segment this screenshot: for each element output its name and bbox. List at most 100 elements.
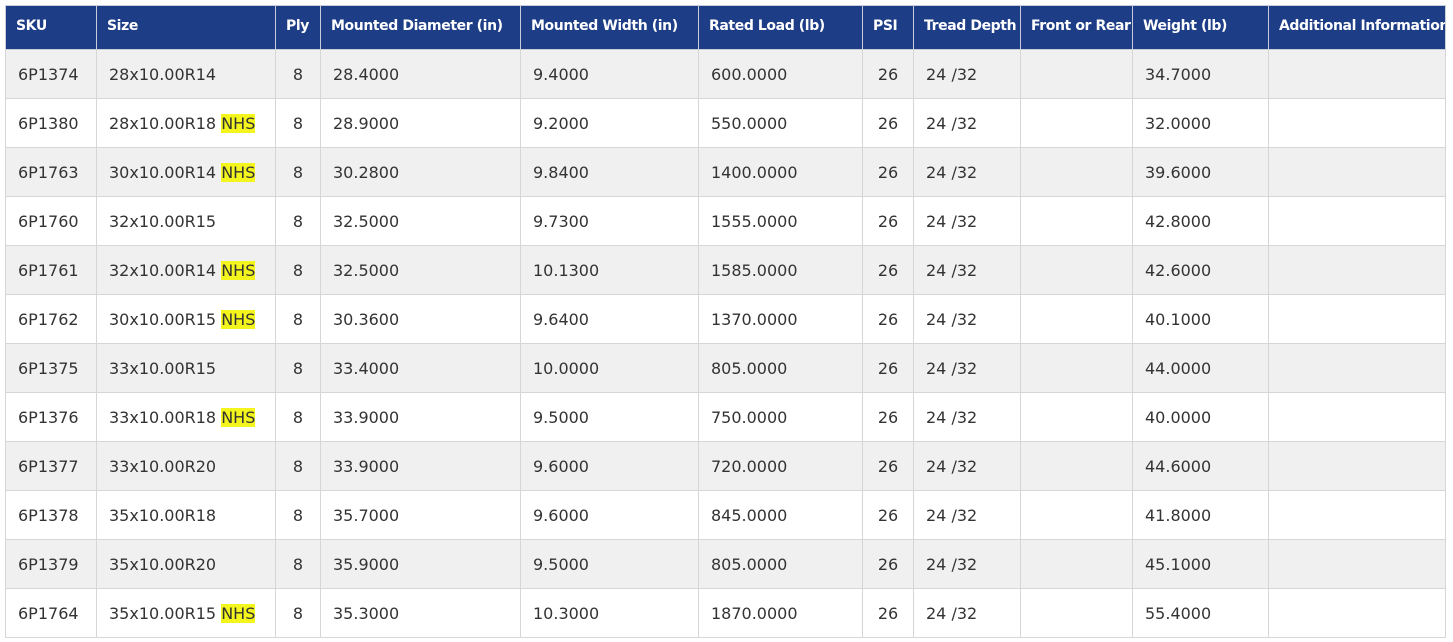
cell: 35x10.00R18 xyxy=(96,490,276,540)
highlight-tag: NHS xyxy=(221,113,256,133)
size-text: 32x10.00R15 xyxy=(109,211,217,231)
cell: 1555.0000 xyxy=(698,196,863,246)
cell: 35x10.00R15 NHS xyxy=(96,588,276,638)
cell: 24 /32 xyxy=(913,441,1021,491)
cell: 6P1764 xyxy=(5,588,97,638)
cell: 8 xyxy=(275,294,321,344)
cell: 6P1760 xyxy=(5,196,97,246)
cell: 26 xyxy=(862,392,914,442)
cell: 6P1375 xyxy=(5,343,97,393)
cell: 30x10.00R14 NHS xyxy=(96,147,276,197)
table-row: 6P1377 33x10.00R20 8 33.9000 9.6000 720.0000 2… xyxy=(5,441,1446,491)
cell: 1400.0000 xyxy=(698,147,863,197)
cell: 40.1000 xyxy=(1132,294,1269,344)
table-row: 6P1374 28x10.00R14 8 28.4000 9.4000 600.0000 2… xyxy=(5,49,1446,99)
cell: 34.7000 xyxy=(1132,49,1269,99)
column-header: SKU xyxy=(5,5,97,50)
cell: 24 /32 xyxy=(913,49,1021,99)
cell: 845.0000 xyxy=(698,490,863,540)
size-text: 28x10.00R14 xyxy=(109,64,217,84)
cell: 8 xyxy=(275,539,321,589)
highlight-tag: NHS xyxy=(221,407,256,427)
cell: 10.1300 xyxy=(520,245,699,295)
cell: 30.2800 xyxy=(320,147,521,197)
cell: 40.0000 xyxy=(1132,392,1269,442)
column-header: Mounted Diameter (in) xyxy=(320,5,521,50)
cell: 42.6000 xyxy=(1132,245,1269,295)
cell: 6P1374 xyxy=(5,49,97,99)
empty-cell xyxy=(1020,588,1133,638)
cell: 24 /32 xyxy=(913,147,1021,197)
cell: 9.6400 xyxy=(520,294,699,344)
size-text: 30x10.00R15 xyxy=(109,309,217,329)
empty-cell xyxy=(1268,539,1446,589)
column-header: Mounted Width (in) xyxy=(520,5,699,50)
cell: 8 xyxy=(275,196,321,246)
cell: 24 /32 xyxy=(913,343,1021,393)
cell: 9.6000 xyxy=(520,441,699,491)
cell: 6P1378 xyxy=(5,490,97,540)
cell: 24 /32 xyxy=(913,196,1021,246)
cell: 44.0000 xyxy=(1132,343,1269,393)
cell: 10.0000 xyxy=(520,343,699,393)
cell: 35.7000 xyxy=(320,490,521,540)
column-header: Size xyxy=(96,5,276,50)
cell: 24 /32 xyxy=(913,294,1021,344)
cell: 26 xyxy=(862,147,914,197)
cell: 24 /32 xyxy=(913,245,1021,295)
cell: 39.6000 xyxy=(1132,147,1269,197)
cell: 28x10.00R14 xyxy=(96,49,276,99)
table-row: 6P1763 30x10.00R14 NHS 8 30.2800 9.8400 1400.… xyxy=(5,147,1446,197)
tire-table: SKU Size Ply Mounted Diameter (in) Mounted W… xyxy=(5,5,1446,638)
empty-cell xyxy=(1268,98,1446,148)
cell: 600.0000 xyxy=(698,49,863,99)
cell: 6P1379 xyxy=(5,539,97,589)
cell: 28.4000 xyxy=(320,49,521,99)
cell: 32.5000 xyxy=(320,245,521,295)
empty-cell xyxy=(1268,245,1446,295)
cell: 1585.0000 xyxy=(698,245,863,295)
header-row: SKU Size Ply Mounted Diameter (in) Mounted W… xyxy=(5,5,1446,50)
empty-cell xyxy=(1268,588,1446,638)
cell: 9.5000 xyxy=(520,539,699,589)
highlight-tag: NHS xyxy=(221,603,256,623)
cell: 9.7300 xyxy=(520,196,699,246)
size-text: 33x10.00R18 xyxy=(109,407,217,427)
cell: 8 xyxy=(275,147,321,197)
cell: 35.3000 xyxy=(320,588,521,638)
cell: 550.0000 xyxy=(698,98,863,148)
cell: 24 /32 xyxy=(913,588,1021,638)
empty-cell xyxy=(1020,392,1133,442)
empty-cell xyxy=(1268,392,1446,442)
cell: 9.5000 xyxy=(520,392,699,442)
cell: 32x10.00R14 NHS xyxy=(96,245,276,295)
empty-cell xyxy=(1020,147,1133,197)
cell: 24 /32 xyxy=(913,98,1021,148)
table-row: 6P1375 33x10.00R15 8 33.4000 10.0000 805.0000… xyxy=(5,343,1446,393)
table-row: 6P1376 33x10.00R18 NHS 8 33.9000 9.5000 750.0… xyxy=(5,392,1446,442)
cell: 750.0000 xyxy=(698,392,863,442)
cell: 32.5000 xyxy=(320,196,521,246)
highlight-tag: NHS xyxy=(221,260,256,280)
size-text: 30x10.00R14 xyxy=(109,162,217,182)
cell: 24 /32 xyxy=(913,539,1021,589)
cell: 55.4000 xyxy=(1132,588,1269,638)
cell: 10.3000 xyxy=(520,588,699,638)
cell: 26 xyxy=(862,294,914,344)
cell: 26 xyxy=(862,49,914,99)
cell: 26 xyxy=(862,196,914,246)
cell: 32.0000 xyxy=(1132,98,1269,148)
empty-cell xyxy=(1020,294,1133,344)
cell: 6P1377 xyxy=(5,441,97,491)
size-text: 35x10.00R18 xyxy=(109,505,217,525)
cell: 8 xyxy=(275,441,321,491)
cell: 26 xyxy=(862,98,914,148)
cell: 33x10.00R15 xyxy=(96,343,276,393)
column-header: Rated Load (lb) xyxy=(698,5,863,50)
highlight-tag: NHS xyxy=(221,162,256,182)
size-text: 33x10.00R15 xyxy=(109,358,217,378)
cell: 26 xyxy=(862,343,914,393)
cell: 45.1000 xyxy=(1132,539,1269,589)
empty-cell xyxy=(1020,245,1133,295)
